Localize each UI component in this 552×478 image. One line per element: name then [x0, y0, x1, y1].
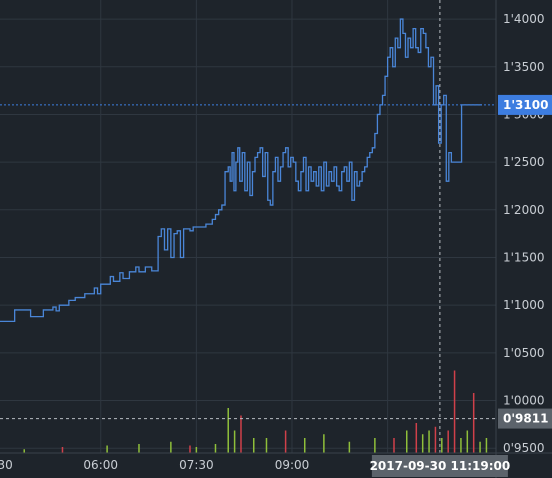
current-price-badge — [498, 94, 552, 115]
volume-bar — [323, 434, 325, 453]
volume-bar — [428, 430, 430, 453]
crosshair-time-label: 2017-09-30 11:19:00 — [370, 459, 511, 473]
volume-bar — [195, 447, 198, 453]
volume-bar — [453, 370, 456, 453]
price-line-layer — [0, 18, 482, 323]
volume-bar — [434, 426, 437, 453]
current-price-label: 1'3100 — [503, 98, 548, 112]
volume-bar — [240, 415, 242, 453]
volume-bar — [472, 393, 475, 453]
y-tick-label: 1'0500 — [503, 346, 544, 360]
x-tick-label: 06:00 — [83, 458, 118, 472]
volume-bar — [466, 430, 469, 453]
volume-bar — [374, 438, 376, 453]
crosshair-time-badge — [371, 455, 508, 477]
x-axis: 30 06:00 07:30 09:00 — [0, 452, 552, 472]
volume-bar — [441, 438, 443, 453]
volume-bar — [284, 430, 287, 453]
volume-bar — [189, 445, 191, 453]
y-tick-label: 0'9500 — [503, 441, 544, 455]
volume-bar — [61, 447, 64, 453]
volume-bar — [485, 438, 488, 453]
volume-bar — [479, 441, 481, 453]
y-tick-label: 1'3500 — [503, 60, 544, 74]
y-tick-label: 1'1000 — [503, 298, 544, 312]
volume-bars — [23, 370, 488, 453]
volume-bar — [170, 441, 172, 453]
volume-bar — [138, 444, 140, 453]
crosshair-price-label: 0'9811 — [503, 412, 548, 426]
volume-bar — [415, 423, 418, 453]
y-axis: 1'40001'35001'30001'25001'20001'15001'10… — [495, 0, 544, 478]
volume-bar — [405, 430, 408, 453]
volume-bar — [214, 444, 217, 453]
y-tick-label: 1'2500 — [503, 155, 544, 169]
price-line — [0, 18, 482, 323]
volume-bar — [227, 408, 229, 453]
x-tick-label: 30 — [0, 458, 13, 472]
volume-bar — [265, 438, 268, 453]
price-labels: 1'3100 0'9811 2017-09-30 11:19:00 — [370, 94, 552, 477]
crosshair-price-badge — [498, 408, 552, 429]
y-tick-label: 1'4000 — [503, 12, 544, 26]
volume-bar — [106, 445, 108, 453]
x-tick-label: 07:30 — [179, 458, 214, 472]
x-tick-label: 09:00 — [275, 458, 310, 472]
y-tick-label: 1'1500 — [503, 250, 544, 264]
volume-bar — [233, 430, 236, 453]
volume-bar — [460, 438, 462, 453]
volume-bar — [23, 449, 25, 453]
volume-bar — [303, 438, 306, 453]
volume-bar — [252, 438, 255, 453]
grid — [0, 0, 496, 453]
volume-bar — [421, 434, 424, 453]
y-tick-label: 1'2000 — [503, 203, 544, 217]
volume-bar — [348, 441, 351, 453]
crosshair — [0, 0, 496, 453]
y-tick-label: 1'0000 — [503, 394, 544, 408]
volume-bar — [447, 430, 449, 453]
volume-bar — [393, 438, 395, 453]
